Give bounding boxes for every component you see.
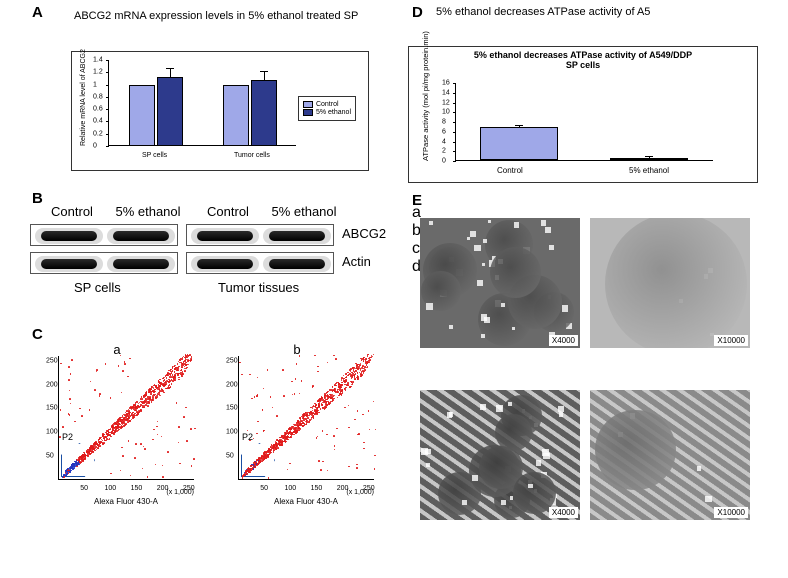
chart-a-bar: [223, 85, 249, 146]
scatter-xtick: 100: [104, 485, 116, 492]
scatter-xtick: 250: [183, 485, 195, 492]
chart-a-group-1: Tumor cells: [234, 152, 270, 159]
chart-d-ytick: 14: [442, 89, 450, 96]
legend-label-control: Control: [316, 101, 339, 108]
chart-d-outer: 5% ethanol decreases ATPase activity of …: [408, 46, 758, 183]
chart-d-title: 5% ethanol decreases ATPase activity of …: [409, 51, 757, 71]
scatter-xtick: 50: [260, 485, 268, 492]
wb-bottom-1: Tumor tissues: [218, 280, 299, 295]
scatter-b: b Alexa Fluor 430-A (x 1,000) P2 5010015…: [216, 356, 378, 506]
panel-e: X4000 a X10000 b X4000 c X10000 d: [412, 204, 762, 554]
panel-a: ABCG2 mRNA expression levels in 5% ethan…: [30, 18, 380, 173]
scatter-xtick: 50: [80, 485, 88, 492]
scatter-b-sub: b: [216, 342, 378, 357]
chart-a-bar: [157, 77, 183, 146]
chart-a-bar: [251, 80, 277, 146]
scatter-ytick: 250: [46, 357, 58, 364]
scatter-ytick: 100: [46, 429, 58, 436]
scatter-xtick: 100: [284, 485, 296, 492]
scatter-a-sub: a: [36, 342, 198, 357]
chart-d-ytick: 16: [442, 80, 450, 87]
em-a: X4000: [420, 218, 580, 348]
em-b-mag: X10000: [714, 335, 748, 346]
chart-a-ytick: 1.2: [93, 69, 103, 76]
chart-d-ytick: 12: [442, 99, 450, 106]
wb-col-3: 5% ethanol: [268, 204, 340, 219]
scatter-a-axes: [58, 356, 194, 480]
scatter-xtick: 250: [363, 485, 375, 492]
chart-a-ytick: 1: [93, 81, 97, 88]
scatter-xtick: 200: [157, 485, 169, 492]
scatter-a-xlab: Alexa Fluor 430-A: [58, 497, 194, 506]
chart-a-ytick: 0.2: [93, 130, 103, 137]
panel-d-title: 5% ethanol decreases ATPase activity of …: [436, 6, 650, 18]
chart-d-ytick: 8: [442, 119, 446, 126]
scatter-xtick: 150: [131, 485, 143, 492]
chart-a-ytick: 0.4: [93, 118, 103, 125]
chart-d-group-1: 5% ethanol: [629, 166, 669, 175]
legend-swatch-ethanol: [303, 109, 313, 116]
scatter-b-axes: [238, 356, 374, 480]
panel-c: a Alexa Fluor 430-A (x 1,000) P2 5010015…: [30, 338, 380, 538]
chart-d-ytick: 0: [442, 158, 446, 165]
scatter-a: a Alexa Fluor 430-A (x 1,000) P2 5010015…: [36, 356, 198, 506]
chart-d-ytick: 2: [442, 148, 446, 155]
wb-col-2: Control: [194, 204, 262, 219]
chart-d-title-1: 5% ethanol decreases ATPase activity of …: [474, 50, 692, 60]
scatter-ytick: 150: [46, 405, 58, 412]
scatter-ytick: 200: [226, 381, 238, 388]
chart-d-ytick: 4: [442, 138, 446, 145]
chart-d-plot: 0246810121416: [455, 83, 713, 161]
chart-a-plot: 00.20.40.60.811.21.4: [108, 60, 296, 146]
wb-row-1: Actin: [342, 254, 371, 269]
legend-label-ethanol: 5% ethanol: [316, 109, 351, 116]
em-c: X4000: [420, 390, 580, 520]
chart-d-group-0: Control: [497, 166, 523, 175]
chart-a-ytick: 0.6: [93, 106, 103, 113]
chart-a-ytick: 0.8: [93, 93, 103, 100]
em-b: X10000: [590, 218, 750, 348]
chart-a-group-0: SP cells: [142, 152, 167, 159]
scatter-xtick: 150: [311, 485, 323, 492]
wb-actin-left: [30, 252, 178, 274]
chart-d-bar: [480, 127, 558, 160]
scatter-xtick: 200: [337, 485, 349, 492]
em-d: X10000: [590, 390, 750, 520]
scatter-ytick: 100: [226, 429, 238, 436]
chart-d-bar: [610, 158, 688, 160]
panel-d: 5% ethanol decreases ATPase activity of …: [412, 12, 762, 184]
scatter-a-p2: P2: [62, 432, 73, 442]
panel-a-title: ABCG2 mRNA expression levels in 5% ethan…: [74, 10, 358, 22]
em-a-mag: X4000: [549, 335, 578, 346]
scatter-ytick: 50: [226, 453, 234, 460]
scatter-ytick: 200: [46, 381, 58, 388]
scatter-b-xlab: Alexa Fluor 430-A: [238, 497, 374, 506]
wb-bottom-0: SP cells: [74, 280, 121, 295]
chart-a-ylabel: Relative mRNA level of ABCG2: [80, 49, 87, 146]
scatter-ytick: 50: [46, 453, 54, 460]
panel-b: Control 5% ethanol Control 5% ethanol AB…: [30, 190, 380, 290]
chart-a-bar: [129, 85, 155, 146]
chart-a-ytick: 0: [93, 143, 97, 150]
chart-a: Relative mRNA level of ABCG2 00.20.40.60…: [71, 51, 369, 171]
chart-d-ylabel: ATPase activity (mol pi/mg protein.min): [421, 31, 430, 161]
wb-row-0: ABCG2: [342, 226, 386, 241]
scatter-ytick: 250: [226, 357, 238, 364]
wb-col-0: Control: [38, 204, 106, 219]
wb-actin-right: [186, 252, 334, 274]
chart-a-ytick: 1.4: [93, 57, 103, 64]
scatter-ytick: 150: [226, 405, 238, 412]
em-c-mag: X4000: [549, 507, 578, 518]
wb-col-1: 5% ethanol: [112, 204, 184, 219]
scatter-b-p2: P2: [242, 432, 253, 442]
wb-abcg2-right: [186, 224, 334, 246]
chart-d-ytick: 6: [442, 128, 446, 135]
chart-a-legend: Control 5% ethanol: [298, 96, 356, 121]
em-d-mag: X10000: [714, 507, 748, 518]
wb-abcg2-left: [30, 224, 178, 246]
chart-d-ytick: 10: [442, 109, 450, 116]
legend-swatch-control: [303, 101, 313, 108]
chart-d-title-2: SP cells: [566, 60, 600, 70]
